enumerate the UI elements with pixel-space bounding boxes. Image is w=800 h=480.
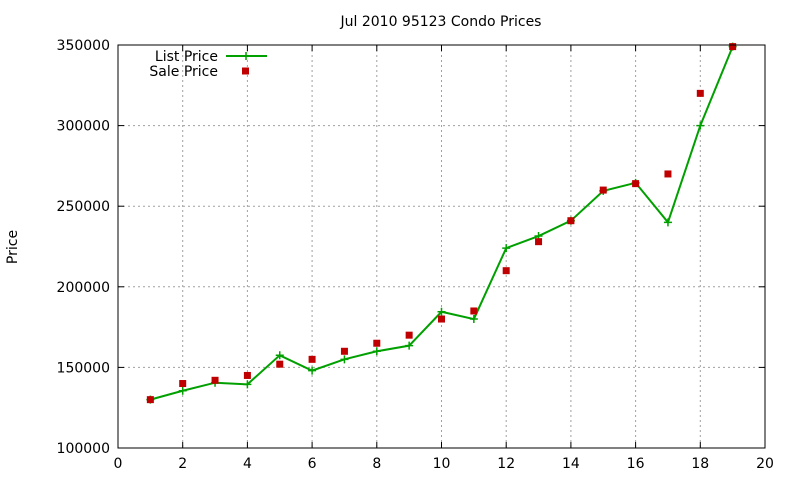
x-tick-label: 18 <box>691 456 709 472</box>
x-tick-label: 12 <box>497 456 515 472</box>
legend-marker-sale-price <box>242 67 249 75</box>
sale-price-point <box>179 380 187 388</box>
list-price-point <box>308 366 317 375</box>
sale-price-point <box>599 186 607 194</box>
x-tick-label: 6 <box>308 456 317 472</box>
sale-price-point <box>340 347 348 355</box>
sale-price-point <box>502 267 510 275</box>
x-tick-label: 0 <box>114 456 123 472</box>
y-tick-label: 350000 <box>57 38 110 54</box>
list-price-point <box>275 351 284 360</box>
x-tick-label: 14 <box>562 456 580 472</box>
list-price-point <box>405 341 414 350</box>
x-tick-label: 8 <box>372 456 381 472</box>
y-tick-label: 100000 <box>57 441 110 457</box>
plot-frame <box>117 44 766 449</box>
x-tick-label: 20 <box>756 456 774 472</box>
sale-price-point <box>405 331 413 339</box>
sale-price-point <box>308 355 316 363</box>
sale-price-point <box>632 180 640 188</box>
legend: List Price Sale Price <box>149 49 267 80</box>
sale-price-point <box>729 43 737 51</box>
legend-label-sale-price: Sale Price <box>149 64 218 80</box>
list-price-point <box>663 218 672 227</box>
list-price-point <box>469 315 478 324</box>
legend-label-list-price: List Price <box>155 49 218 65</box>
list-price-point <box>696 121 705 130</box>
sale-price-point <box>373 339 381 347</box>
list-price-point <box>372 347 381 356</box>
y-tick-label: 150000 <box>57 360 110 376</box>
sale-price-point <box>567 217 575 225</box>
y-axis-label: Price <box>5 230 21 264</box>
list-price-point <box>340 355 349 364</box>
legend-marker-list-price <box>242 52 250 60</box>
sale-price-point <box>276 360 284 368</box>
sale-price-point <box>146 396 154 404</box>
x-tick-label: 16 <box>627 456 645 472</box>
sale-price-point <box>696 89 704 97</box>
list-price-point <box>178 386 187 395</box>
x-tick-label: 4 <box>243 456 252 472</box>
list-price-point <box>437 307 446 316</box>
y-tick-label: 300000 <box>57 119 110 135</box>
series-layer <box>146 42 737 404</box>
grid-lines <box>118 45 765 448</box>
sale-price-point <box>438 315 445 323</box>
sale-price-point <box>211 376 219 384</box>
sale-price-point <box>470 307 478 315</box>
list-price-point <box>502 244 511 253</box>
list-price-point <box>243 380 252 389</box>
chart-title: Jul 2010 95123 Condo Prices <box>340 14 542 30</box>
y-tick-label: 200000 <box>57 280 110 296</box>
axis-ticks: 0 2 4 6 8 10 12 14 16 18 20 100000 150000 200000 25000… <box>57 38 774 472</box>
x-tick-label: 2 <box>178 456 187 472</box>
sale-price-point <box>243 371 251 379</box>
sale-price-point <box>535 238 543 246</box>
sale-price-point <box>664 170 672 178</box>
y-tick-label: 250000 <box>57 199 110 215</box>
x-tick-label: 10 <box>433 456 451 472</box>
